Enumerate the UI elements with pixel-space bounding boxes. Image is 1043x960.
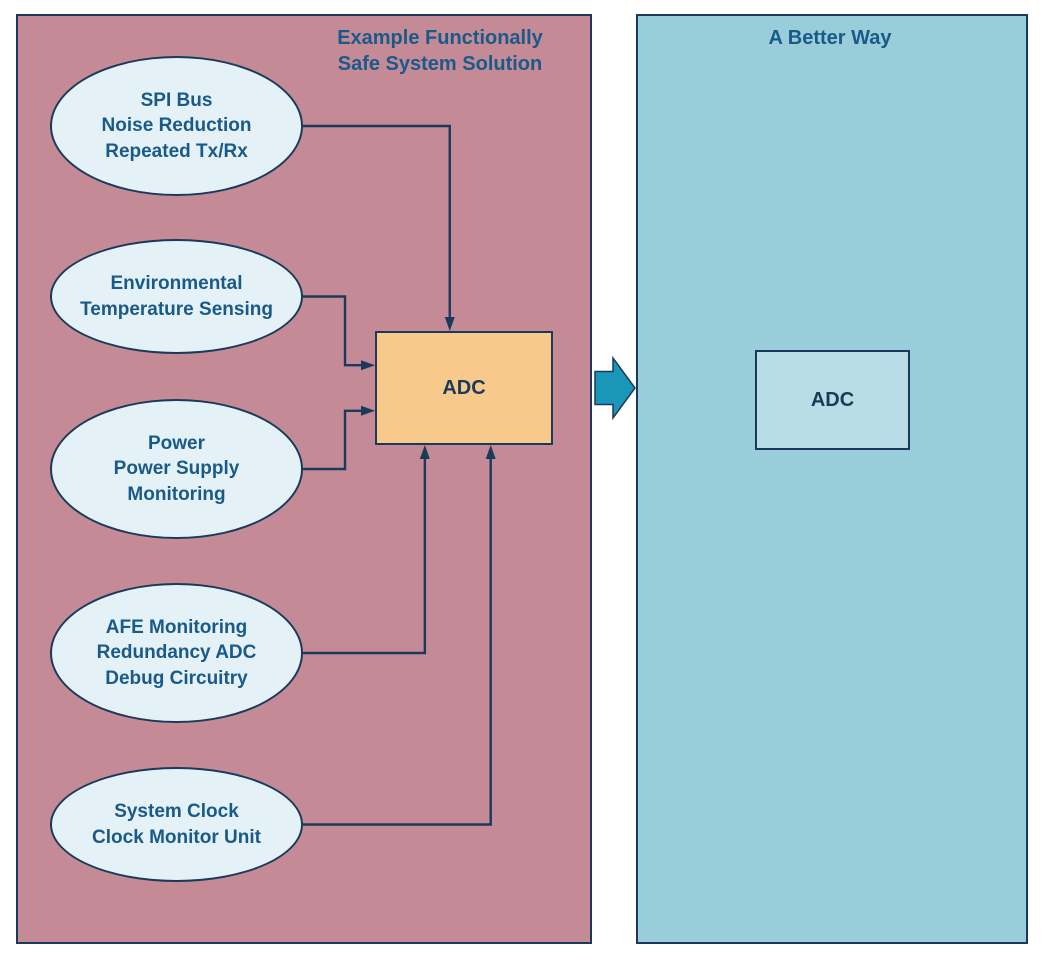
ellipse-spi: SPI Bus Noise Reduction Repeated Tx/Rx xyxy=(50,56,303,196)
left-panel-title: Example Functionally Safe System Solutio… xyxy=(300,25,580,77)
ellipse-afe-l2: Redundancy ADC xyxy=(97,640,257,666)
adc-left-label: ADC xyxy=(442,377,485,400)
ellipse-afe-l3: Debug Circuitry xyxy=(105,666,248,692)
ellipse-power-l1: Power xyxy=(148,431,205,457)
right-title-line: A Better Way xyxy=(769,27,892,49)
adc-right-label: ADC xyxy=(811,389,854,412)
ellipse-afe-l1: AFE Monitoring xyxy=(106,615,247,641)
ellipse-env-l1: Environmental xyxy=(111,271,243,297)
ellipse-spi-l3: Repeated Tx/Rx xyxy=(105,139,248,165)
ellipse-clock-l2: Clock Monitor Unit xyxy=(92,825,261,851)
ellipse-afe: AFE Monitoring Redundancy ADC Debug Circ… xyxy=(50,583,303,723)
right-panel-title: A Better Way xyxy=(720,25,940,51)
ellipse-spi-l1: SPI Bus xyxy=(141,88,213,114)
ellipse-spi-l2: Noise Reduction xyxy=(102,113,252,139)
adc-box-right: ADC xyxy=(755,350,910,450)
ellipse-power-l2: Power Supply xyxy=(114,456,240,482)
ellipse-power-l3: Monitoring xyxy=(127,482,225,508)
left-title-line1: Example Functionally xyxy=(337,27,543,49)
ellipse-env-l2: Temperature Sensing xyxy=(80,297,273,323)
ellipse-clock-l1: System Clock xyxy=(114,799,239,825)
ellipse-env: Environmental Temperature Sensing xyxy=(50,239,303,354)
ellipse-clock: System Clock Clock Monitor Unit xyxy=(50,767,303,882)
ellipse-power: Power Power Supply Monitoring xyxy=(50,399,303,539)
right-panel xyxy=(636,14,1028,944)
adc-box-left: ADC xyxy=(375,331,553,445)
left-title-line2: Safe System Solution xyxy=(338,53,543,75)
